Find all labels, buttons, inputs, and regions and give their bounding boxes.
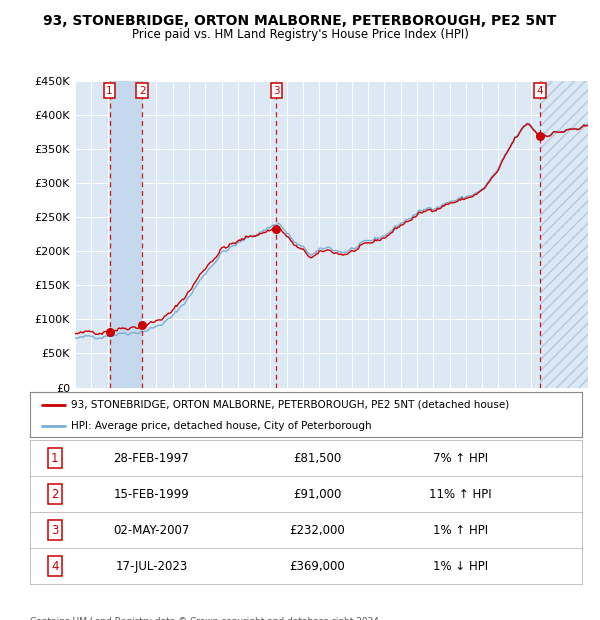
- Bar: [540, 81, 588, 388]
- Text: 4: 4: [51, 560, 59, 572]
- Text: 1: 1: [106, 86, 113, 96]
- Text: £91,000: £91,000: [293, 488, 341, 500]
- Text: 1% ↑ HPI: 1% ↑ HPI: [433, 524, 488, 536]
- Text: 15-FEB-1999: 15-FEB-1999: [113, 488, 190, 500]
- Text: 93, STONEBRIDGE, ORTON MALBORNE, PETERBOROUGH, PE2 5NT: 93, STONEBRIDGE, ORTON MALBORNE, PETERBO…: [43, 14, 557, 28]
- Text: 3: 3: [51, 524, 59, 536]
- Text: HPI: Average price, detached house, City of Peterborough: HPI: Average price, detached house, City…: [71, 421, 372, 431]
- Text: £369,000: £369,000: [289, 560, 345, 572]
- Text: 2: 2: [51, 488, 59, 500]
- Text: 17-JUL-2023: 17-JUL-2023: [115, 560, 188, 572]
- Text: 02-MAY-2007: 02-MAY-2007: [113, 524, 190, 536]
- Text: £81,500: £81,500: [293, 452, 341, 464]
- Text: 3: 3: [273, 86, 280, 96]
- Text: 11% ↑ HPI: 11% ↑ HPI: [429, 488, 492, 500]
- Text: Contains HM Land Registry data © Crown copyright and database right 2024.
This d: Contains HM Land Registry data © Crown c…: [30, 617, 382, 620]
- Bar: [110, 81, 142, 388]
- Text: Price paid vs. HM Land Registry's House Price Index (HPI): Price paid vs. HM Land Registry's House …: [131, 28, 469, 41]
- Text: 4: 4: [536, 86, 543, 96]
- Text: £232,000: £232,000: [289, 524, 345, 536]
- Text: 7% ↑ HPI: 7% ↑ HPI: [433, 452, 488, 464]
- Text: 1: 1: [51, 452, 59, 464]
- Text: 93, STONEBRIDGE, ORTON MALBORNE, PETERBOROUGH, PE2 5NT (detached house): 93, STONEBRIDGE, ORTON MALBORNE, PETERBO…: [71, 400, 509, 410]
- Text: 1% ↓ HPI: 1% ↓ HPI: [433, 560, 488, 572]
- Text: 2: 2: [139, 86, 145, 96]
- Text: 28-FEB-1997: 28-FEB-1997: [113, 452, 190, 464]
